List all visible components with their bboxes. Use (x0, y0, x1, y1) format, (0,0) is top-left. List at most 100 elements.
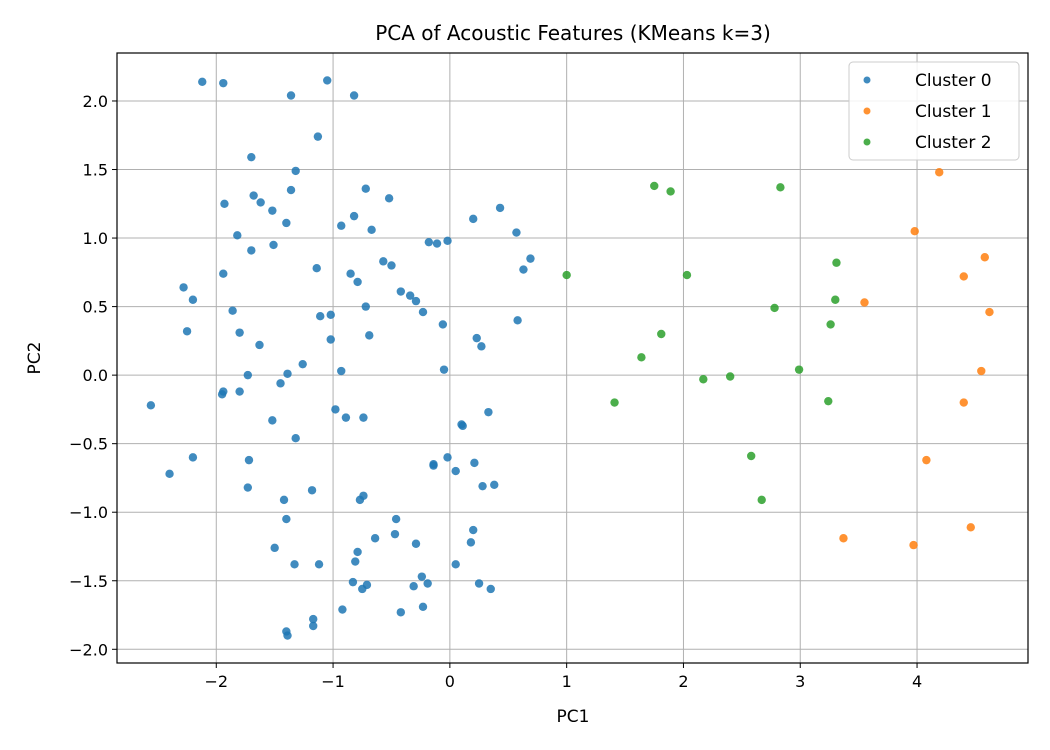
data-point (282, 514, 291, 524)
data-point (379, 257, 388, 266)
data-point (235, 387, 244, 396)
data-point (291, 433, 300, 443)
data-point (657, 329, 666, 339)
data-point (188, 295, 198, 304)
data-point (337, 366, 346, 376)
data-point (432, 239, 442, 248)
data-point (409, 582, 418, 591)
data-point (443, 453, 452, 462)
y-tick-label: 2.0 (83, 92, 108, 111)
data-point (959, 398, 968, 407)
data-point (977, 366, 986, 376)
data-point (359, 413, 368, 422)
y-tick-label: 0.0 (83, 366, 108, 385)
plot-frame (116, 52, 1029, 664)
x-tick-label: 4 (912, 672, 922, 691)
data-point (349, 211, 359, 221)
data-point (279, 495, 289, 505)
data-point (513, 316, 522, 325)
x-tick-label: 2 (678, 672, 688, 691)
data-point (451, 560, 460, 569)
data-point (391, 514, 401, 524)
data-point (228, 306, 237, 315)
data-point (519, 265, 528, 274)
data-point (390, 529, 400, 539)
data-point (291, 166, 300, 176)
data-point (418, 307, 428, 317)
data-point (490, 480, 499, 489)
data-point (458, 421, 467, 431)
data-point (562, 270, 571, 280)
y-tick-label: 0.5 (83, 298, 108, 317)
data-point (405, 291, 415, 300)
data-point (282, 218, 291, 228)
y-axis-label: PC2 (25, 342, 45, 375)
data-point (219, 269, 228, 278)
data-point (469, 525, 478, 535)
data-point (348, 577, 358, 587)
legend-label: Cluster 1 (915, 102, 992, 122)
data-point (307, 486, 317, 495)
data-point (198, 77, 207, 86)
data-point (469, 214, 478, 224)
x-axis-ticks: −2 −1 0 1 2 3 4 (204, 663, 922, 691)
data-point (384, 194, 394, 203)
data-point (512, 228, 521, 237)
data-point (269, 240, 278, 250)
data-point (338, 605, 347, 614)
data-point (331, 405, 340, 414)
legend-marker (863, 107, 871, 115)
data-point (351, 557, 360, 566)
data-point (283, 369, 292, 378)
data-point (746, 451, 756, 461)
x-tick-label: −2 (204, 672, 228, 691)
data-point (438, 320, 448, 329)
data-point (337, 221, 346, 230)
data-point (396, 608, 406, 617)
data-point (309, 614, 318, 624)
data-point (349, 91, 359, 100)
data-point (486, 584, 495, 594)
data-point (417, 572, 427, 581)
legend-label: Cluster 2 (915, 133, 992, 153)
data-point (650, 181, 659, 191)
data-point (314, 560, 324, 569)
data-point (484, 407, 493, 417)
data-point (776, 183, 785, 192)
data-point (353, 277, 362, 287)
data-point (256, 198, 265, 207)
data-point (495, 203, 505, 213)
data-point (443, 236, 452, 245)
data-point (666, 187, 675, 196)
data-point (985, 307, 994, 317)
legend-box (848, 61, 1020, 161)
data-point (268, 206, 277, 215)
data-point (326, 335, 335, 344)
legend-marker (863, 76, 871, 84)
data-point (909, 540, 918, 550)
y-tick-label: −0.5 (69, 435, 108, 454)
data-point (182, 327, 192, 336)
data-point (794, 365, 804, 374)
data-point (922, 455, 931, 465)
data-point (358, 584, 367, 594)
data-point (313, 132, 323, 141)
data-point (477, 342, 486, 351)
x-tick-label: 0 (445, 672, 455, 691)
chart-title: PCA of Acoustic Features (KMeans k=3) (375, 21, 771, 45)
data-point (370, 534, 380, 543)
data-point (298, 359, 307, 369)
data-point (474, 579, 484, 588)
data-point (286, 185, 296, 195)
data-point (935, 168, 944, 177)
data-point (367, 225, 376, 235)
legend-marker (863, 138, 871, 146)
data-point (355, 495, 365, 505)
legend: Cluster 0 Cluster 1 Cluster 2 (848, 61, 1020, 161)
data-point (439, 365, 449, 374)
data-point (365, 331, 374, 340)
data-point (826, 320, 835, 329)
data-point (411, 539, 421, 548)
x-tick-label: 1 (562, 672, 572, 691)
